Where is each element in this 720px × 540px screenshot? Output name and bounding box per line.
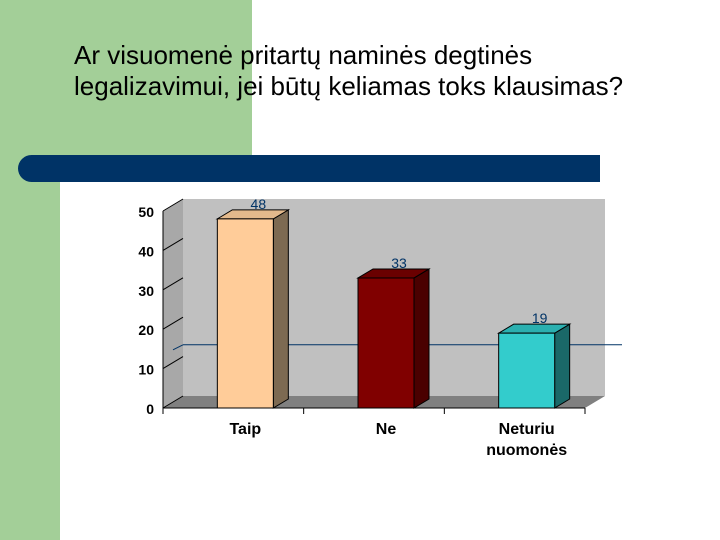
side-strip [0,0,60,540]
data-label: 19 [532,310,548,326]
y-gridtick-30 [162,277,184,291]
x-tick-label: Neturiu nuomonės [486,421,567,459]
bar [216,218,274,409]
y-gridtick-10 [162,356,184,370]
y-gridtick-40 [162,237,184,251]
y-tick-label: 30 [138,283,154,299]
bar-side [413,268,430,409]
y-gridtick-50 [162,198,184,212]
y-gridtick-0 [162,395,184,409]
corner-block [60,0,252,168]
data-label: 48 [251,196,267,212]
slide-title: Ar visuomenė pritartų naminės degtinės l… [74,40,624,101]
bar [357,277,415,409]
reference-line-diagonal [172,344,184,351]
y-gridtick-20 [162,316,184,330]
y-tick-label: 10 [138,362,154,378]
data-label: 33 [391,255,407,271]
x-tick-label: Taip [229,421,261,438]
x-tick-label: Ne [376,421,397,438]
y-tick-label: 0 [146,401,154,417]
title-underline-bar [18,155,600,182]
y-tick-label: 40 [138,243,154,259]
plot-side-wall [163,199,183,408]
y-tick-label: 50 [138,204,154,220]
y-tick-label: 20 [138,322,154,338]
bar-side [272,208,289,409]
bar-side [554,323,571,409]
bar [498,332,556,409]
